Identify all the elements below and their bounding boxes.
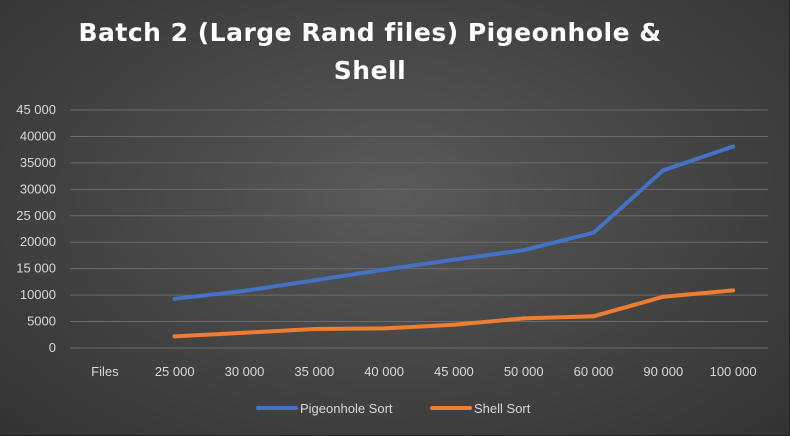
data-point [521,316,526,321]
data-point [312,326,317,331]
legend-label: Pigeonhole Sort [300,401,393,416]
legend-label: Shell Sort [474,401,531,416]
data-point [382,326,387,331]
y-tick-label: 10000 [20,287,56,302]
data-point [312,278,317,283]
x-tick-label: 100 000 [710,364,757,379]
data-point [451,322,456,327]
y-tick-label: 35000 [20,155,56,170]
data-point [242,288,247,293]
data-point [731,144,736,149]
x-tick-label: 30 000 [225,364,265,379]
data-point [731,288,736,293]
data-point [172,334,177,339]
data-point [591,314,596,319]
data-point [242,330,247,335]
series-line-pigeonhole [172,144,736,301]
data-point [451,257,456,262]
x-tick-label: 35 000 [294,364,334,379]
y-tick-label: 40000 [20,128,56,143]
y-tick-label: 30000 [20,181,56,196]
data-point [382,267,387,272]
y-tick-label: 15 000 [16,261,56,276]
data-point [591,230,596,235]
data-point [521,248,526,253]
data-point [172,296,177,301]
x-tick-label: 50 000 [504,364,544,379]
y-tick-label: 20000 [20,234,56,249]
x-tick-label: 40 000 [364,364,404,379]
data-point [661,294,666,299]
y-tick-label: 0 [49,340,56,355]
chart-title: Batch 2 (Large Rand files) Pigeonhole & … [78,18,662,85]
x-tick-label: Files [91,364,119,379]
y-tick-label: 45 000 [16,102,56,117]
y-tick-label: 25 000 [16,208,56,223]
x-tick-label: 90 000 [643,364,683,379]
x-tick-label: 25 000 [155,364,195,379]
x-tick-label: 60 000 [574,364,614,379]
y-tick-label: 5000 [27,314,56,329]
data-point [661,168,666,173]
series-line-shell [172,288,736,339]
x-tick-label: 45 000 [434,364,474,379]
